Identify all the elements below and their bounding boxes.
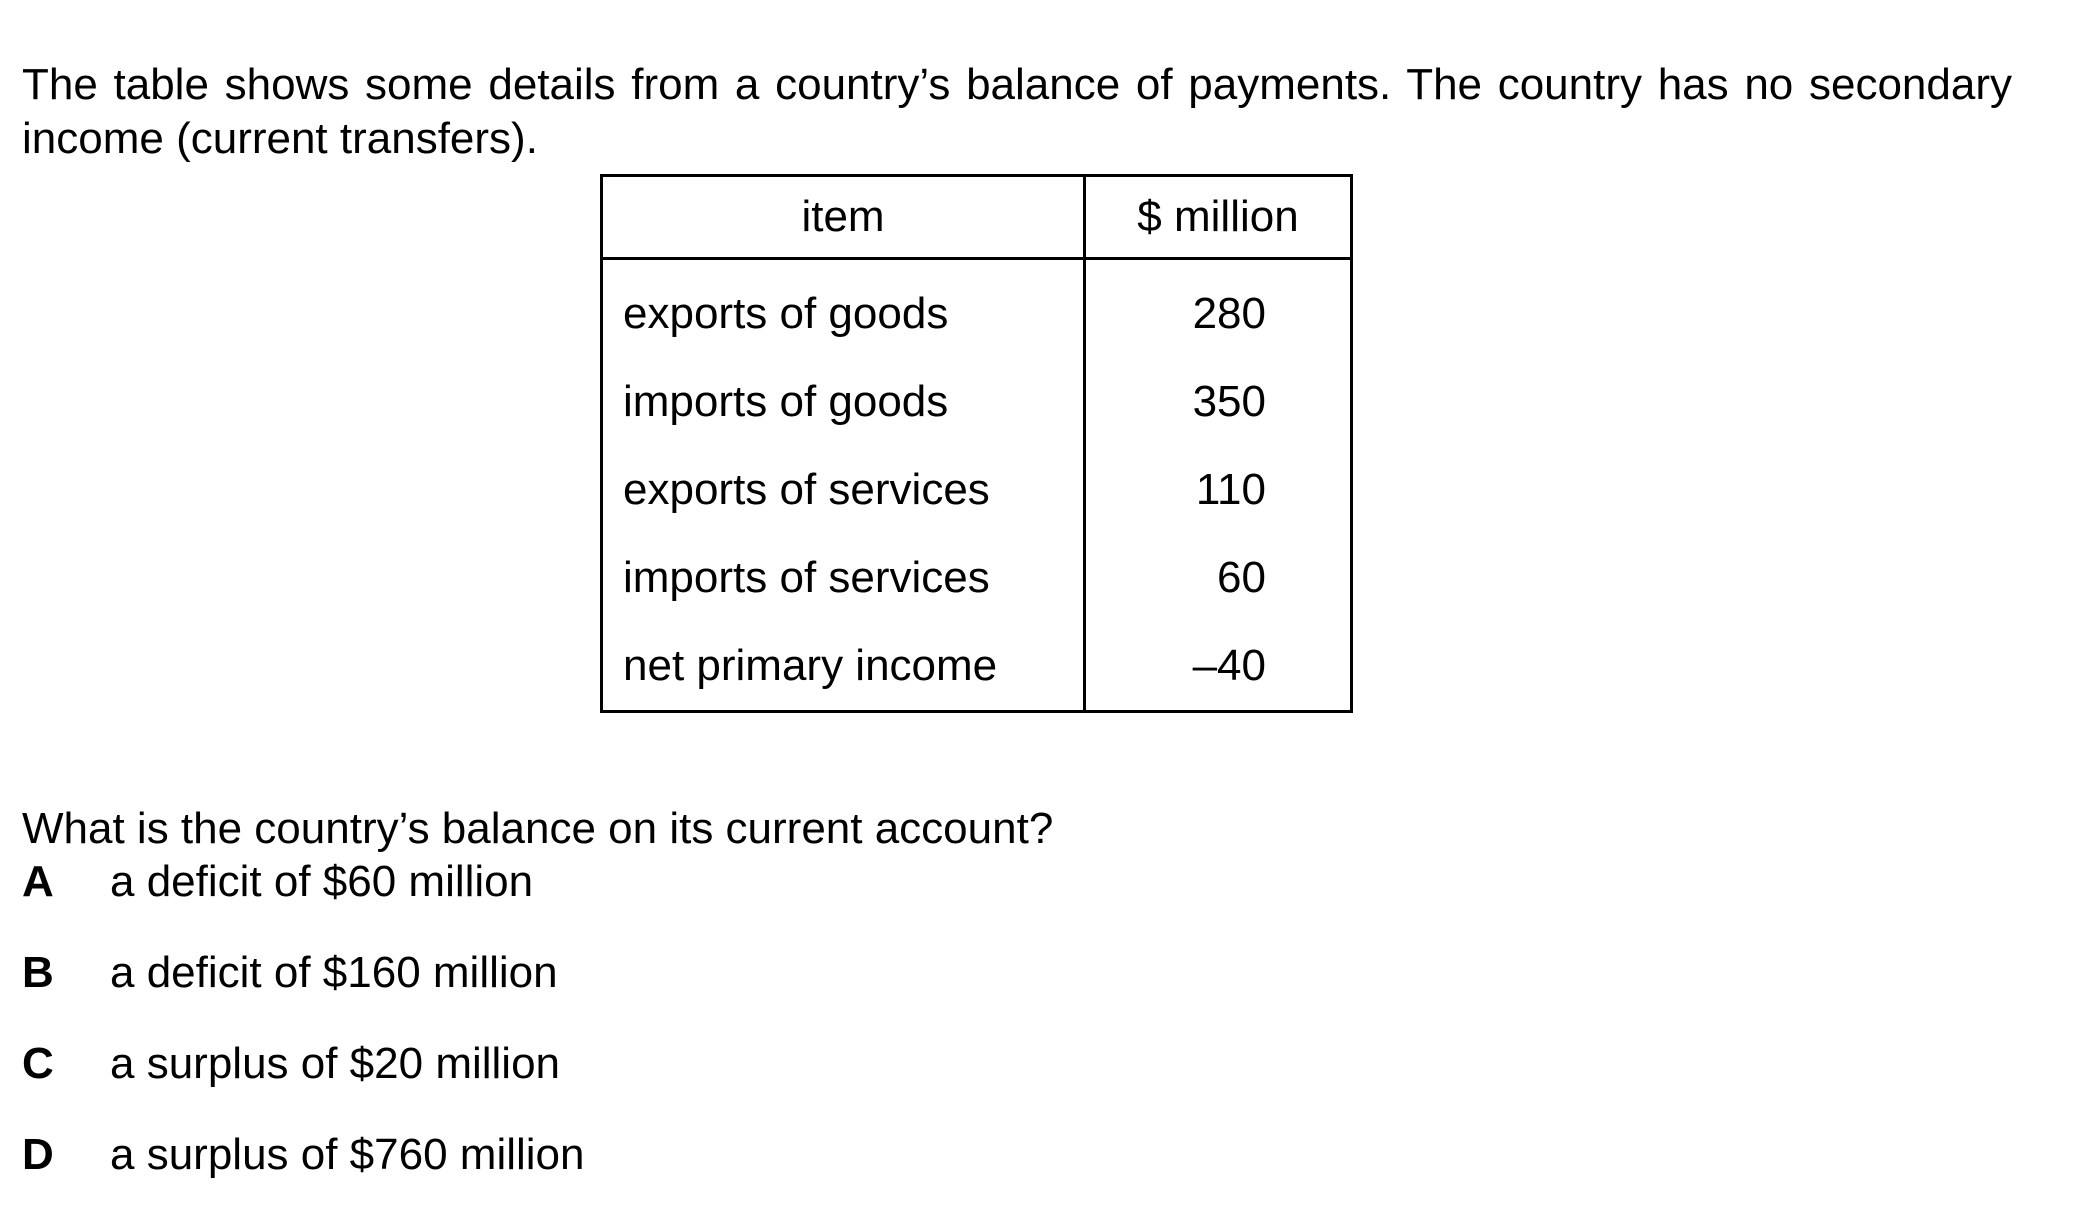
row-value: 280 (1083, 258, 1353, 358)
option-text: a deficit of $160 million (110, 948, 558, 997)
table-row: imports of services 60 (600, 534, 1353, 622)
option-text: a surplus of $20 million (110, 1039, 561, 1088)
row-value: 350 (1083, 358, 1353, 446)
balance-of-payments-table: item $ million exports of goods 280 impo… (600, 174, 1353, 713)
option-letter: A (22, 857, 54, 906)
option-text: a surplus of $760 million (110, 1130, 585, 1179)
option-letter: B (22, 948, 54, 997)
intro-text: The table shows some details from a coun… (22, 60, 2012, 163)
header-value: $ million (1083, 174, 1353, 260)
option-letter: C (22, 1039, 54, 1088)
table-row: imports of goods 350 (600, 358, 1353, 446)
option-text: a deficit of $60 million (110, 857, 534, 906)
row-value: –40 (1083, 622, 1353, 713)
row-item: imports of services (600, 534, 1086, 622)
row-item: imports of goods (600, 358, 1086, 446)
table-header-row: item $ million (600, 174, 1353, 260)
answer-option-c[interactable]: C a surplus of $20 million (22, 1037, 584, 1128)
table-row: exports of goods 280 (600, 258, 1353, 358)
table-row: net primary income –40 (600, 622, 1353, 713)
answer-options: A a deficit of $60 million B a deficit o… (22, 855, 584, 1219)
answer-option-d[interactable]: D a surplus of $760 million (22, 1128, 584, 1219)
answer-option-a[interactable]: A a deficit of $60 million (22, 855, 584, 946)
table-row: exports of services 110 (600, 446, 1353, 534)
row-value: 60 (1083, 534, 1353, 622)
row-item: net primary income (600, 622, 1086, 713)
row-value: 110 (1083, 446, 1353, 534)
option-letter: D (22, 1130, 54, 1179)
header-item: item (600, 174, 1086, 260)
answer-option-b[interactable]: B a deficit of $160 million (22, 946, 584, 1037)
question-text: What is the country’s balance on its cur… (22, 804, 1054, 853)
row-item: exports of services (600, 446, 1086, 534)
row-item: exports of goods (600, 258, 1086, 358)
